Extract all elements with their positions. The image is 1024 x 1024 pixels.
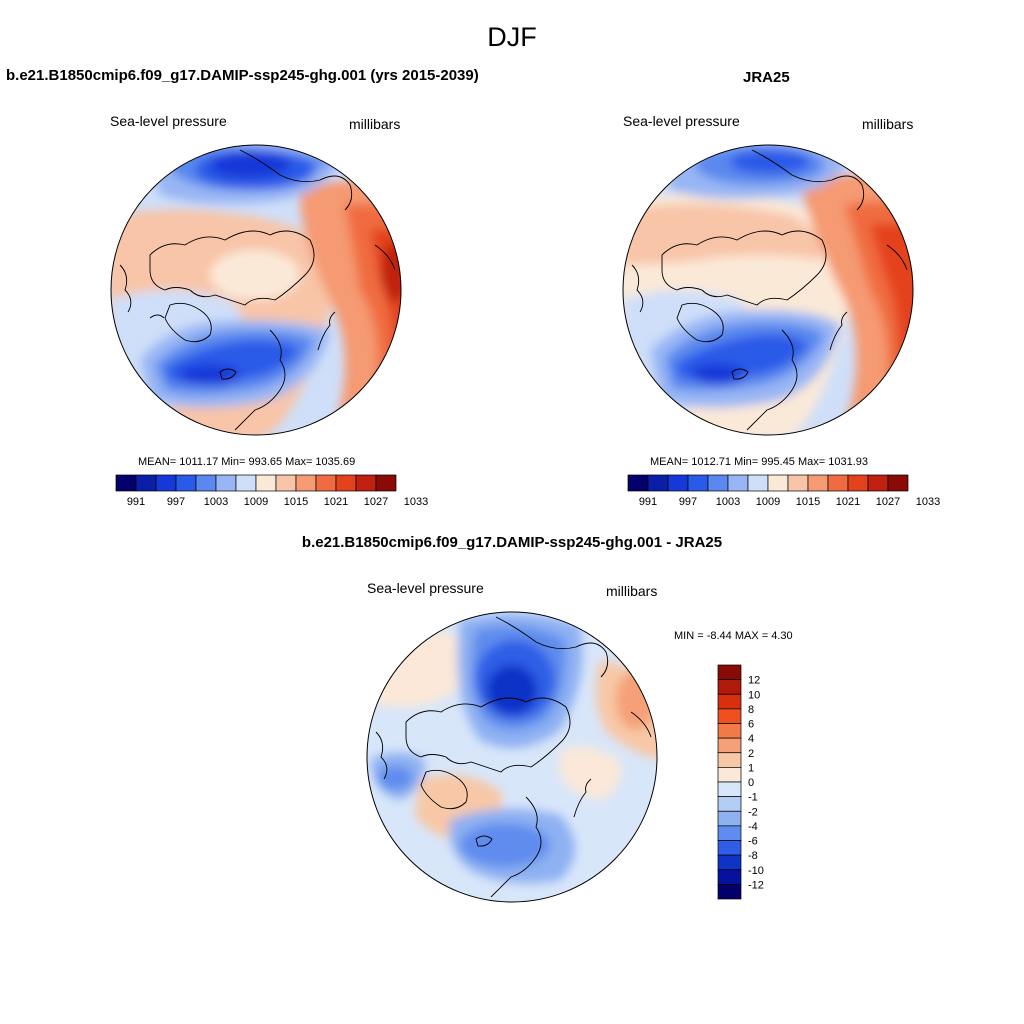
colorbar-model-swatch bbox=[175, 474, 197, 492]
colorbar-jra25-swatch bbox=[707, 474, 729, 492]
colorbar-difference-swatch bbox=[717, 854, 742, 871]
colorbar-difference-swatch bbox=[717, 884, 742, 900]
colorbar-difference-swatch bbox=[717, 810, 742, 827]
panel-3-units-label: millibars bbox=[606, 583, 658, 599]
colorbar-difference-swatch bbox=[717, 825, 742, 841]
colorbar-jra25-swatch bbox=[807, 474, 829, 492]
colorbar-jra25-swatch bbox=[887, 474, 909, 492]
colorbar-difference-tick-label: 4 bbox=[748, 733, 754, 745]
colorbar-difference-swatch bbox=[717, 796, 742, 812]
colorbar-model-tick-label: 991 bbox=[127, 496, 145, 508]
colorbar-model-tick-label: 1015 bbox=[284, 496, 308, 508]
colorbar-jra25-tick-label: 1015 bbox=[796, 496, 820, 508]
colorbar-jra25-tick-label: 1009 bbox=[756, 496, 780, 508]
colorbar-jra25-swatch bbox=[847, 474, 869, 492]
map-difference-slp bbox=[366, 611, 658, 903]
colorbar-model-tick-label: 1027 bbox=[364, 496, 388, 508]
colorbar-model-swatch bbox=[115, 474, 137, 492]
colorbar-model-swatch bbox=[335, 474, 357, 492]
colorbar-difference-tick-label: 6 bbox=[748, 719, 754, 731]
colorbar-jra25-swatch bbox=[727, 474, 749, 492]
colorbar-difference-swatch bbox=[717, 664, 742, 680]
colorbar-difference-tick-label: 1 bbox=[748, 762, 754, 774]
colorbar-model-tick-label: 1033 bbox=[404, 496, 428, 508]
colorbar-model-swatch bbox=[155, 474, 177, 492]
colorbar-difference-swatch bbox=[717, 781, 742, 797]
colorbar-jra25-swatch bbox=[667, 474, 689, 492]
panel-3-variable-label: Sea-level pressure bbox=[367, 580, 484, 596]
colorbar-difference-tick-label: -6 bbox=[748, 836, 758, 848]
colorbar-difference-tick-label: 2 bbox=[748, 748, 754, 760]
colorbar-jra25: 991 997 1003 1009 1015 1021 1027 1033 bbox=[627, 474, 940, 508]
panel-2-title: JRA25 bbox=[743, 69, 790, 86]
colorbar-jra25-tick-label: 997 bbox=[679, 496, 697, 508]
colorbar-jra25-swatch bbox=[687, 474, 709, 492]
map-jra25-slp bbox=[622, 144, 914, 436]
map-model-slp bbox=[110, 144, 402, 436]
colorbar-model-swatch bbox=[255, 474, 277, 492]
colorbar-difference-swatch bbox=[717, 752, 742, 768]
colorbar-jra25-tick-label: 1021 bbox=[836, 496, 860, 508]
panel-1-units-label: millibars bbox=[349, 116, 401, 132]
colorbar-jra25-tick-label: 1027 bbox=[876, 496, 900, 508]
colorbar-difference-swatch bbox=[717, 693, 742, 710]
colorbar-model-tick-label: 1003 bbox=[204, 496, 228, 508]
colorbar-difference-tick-label: -10 bbox=[748, 865, 764, 877]
colorbar-model-tick-label: 997 bbox=[167, 496, 185, 508]
colorbar-difference-tick-label: -4 bbox=[748, 821, 758, 833]
colorbar-model-swatch bbox=[215, 474, 237, 492]
colorbar-difference-swatch bbox=[717, 708, 742, 724]
colorbar-difference-tick-label: -1 bbox=[748, 792, 758, 804]
colorbar-difference-swatch bbox=[717, 767, 742, 783]
colorbar-jra25-swatch bbox=[627, 474, 649, 492]
colorbar-difference-tick-label: 12 bbox=[748, 675, 760, 687]
colorbar-model-tick-label: 1021 bbox=[324, 496, 348, 508]
colorbar-model-swatch bbox=[355, 474, 377, 492]
figure-title: DJF bbox=[487, 22, 537, 52]
colorbar-model-swatch bbox=[235, 474, 257, 492]
panel-2-stats: MEAN= 1012.71 Min= 995.45 Max= 1031.93 bbox=[650, 456, 869, 468]
colorbar-model-swatch bbox=[195, 474, 217, 492]
colorbar-model-swatch bbox=[275, 474, 297, 492]
colorbar-difference-tick-label: 10 bbox=[748, 689, 760, 701]
panel-3-stats: MIN = -8.44 MAX = 4.30 bbox=[674, 630, 793, 642]
colorbar-jra25-swatch bbox=[767, 474, 789, 492]
colorbar-difference-tick-label: -8 bbox=[748, 850, 758, 862]
panel-2-variable-label: Sea-level pressure bbox=[623, 113, 740, 129]
panel-2-units-label: millibars bbox=[862, 116, 914, 132]
colorbar-jra25-tick-label: 1003 bbox=[716, 496, 740, 508]
colorbar-difference-swatch bbox=[717, 737, 742, 754]
colorbar-jra25-tick-label: 1033 bbox=[916, 496, 940, 508]
colorbar-jra25-swatch bbox=[867, 474, 889, 492]
colorbar-difference-tick-label: -12 bbox=[748, 879, 764, 891]
colorbar-difference-swatch bbox=[717, 679, 742, 695]
panel-1-variable-label: Sea-level pressure bbox=[110, 113, 227, 129]
panel-3-title: b.e21.B1850cmip6.f09_g17.DAMIP-ssp245-gh… bbox=[301, 534, 723, 551]
colorbar-difference-tick-label: -2 bbox=[748, 806, 758, 818]
colorbar-difference-tick-label: 8 bbox=[748, 704, 754, 716]
colorbar-model-swatch bbox=[135, 474, 157, 492]
colorbar-model-tick-label: 1009 bbox=[244, 496, 268, 508]
colorbar-jra25-swatch bbox=[647, 474, 669, 492]
colorbar-model-swatch bbox=[315, 474, 337, 492]
colorbar-difference-swatch bbox=[717, 723, 742, 739]
colorbar-jra25-swatch bbox=[827, 474, 849, 492]
panel-1-stats: MEAN= 1011.17 Min= 993.65 Max= 1035.69 bbox=[138, 456, 356, 468]
colorbar-jra25-swatch bbox=[787, 474, 809, 492]
colorbar-model-swatch bbox=[295, 474, 317, 492]
colorbar-difference-tick-label: 0 bbox=[748, 777, 754, 789]
colorbar-difference-swatch bbox=[717, 869, 742, 885]
panel-1-title: b.e21.B1850cmip6.f09_g17.DAMIP-ssp245-gh… bbox=[6, 67, 479, 84]
colorbar-jra25-tick-label: 991 bbox=[639, 496, 657, 508]
colorbar-difference-swatch bbox=[717, 840, 742, 856]
colorbar-model-swatch bbox=[375, 474, 397, 492]
colorbar-model: 991 997 1003 1009 1015 1021 1027 1033 bbox=[115, 474, 428, 508]
colorbar-jra25-swatch bbox=[747, 474, 769, 492]
